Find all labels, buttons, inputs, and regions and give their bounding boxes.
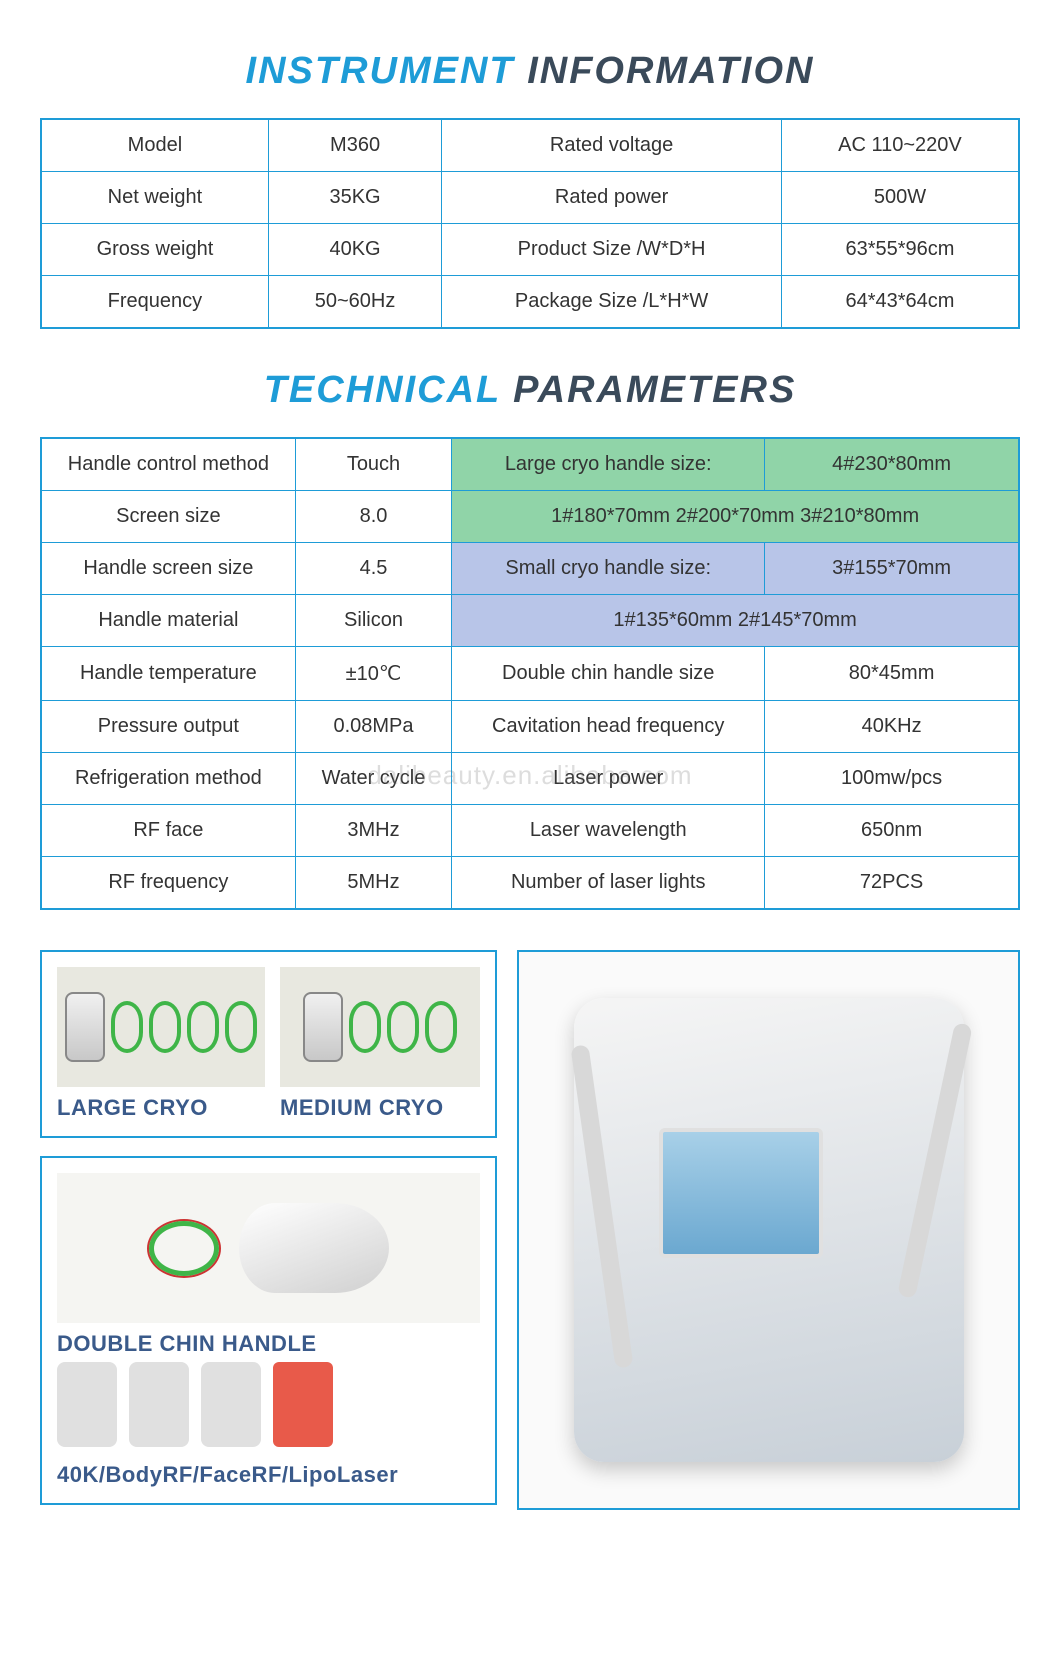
large-cryo-item: LARGE CRYO (57, 967, 265, 1121)
spec-label: Screen size (41, 491, 295, 543)
spec-value: 0.08MPa (295, 701, 451, 753)
table-row: Screen size 8.0 1#180*70mm 2#200*70mm 3#… (41, 491, 1019, 543)
spec-span-value: 1#180*70mm 2#200*70mm 3#210*80mm (452, 491, 1019, 543)
title-word2: PARAMETERS (513, 369, 796, 411)
cryo-accessories-box: LARGE CRYO MEDIUM CRYO (40, 950, 497, 1138)
medium-cryo-photo (280, 967, 480, 1087)
spec-value: 8.0 (295, 491, 451, 543)
spec-value: 3#155*70mm (765, 543, 1019, 595)
other-accessories-box: DOUBLE CHIN HANDLE 40K/BodyRF/FaceRF/Lip… (40, 1156, 497, 1505)
table-row: Pressure output 0.08MPa Cavitation head … (41, 701, 1019, 753)
device-body-icon (574, 998, 964, 1462)
title-word1: TECHNICAL (264, 369, 501, 411)
medium-cryo-item: MEDIUM CRYO (280, 967, 480, 1121)
spec-label: Number of laser lights (452, 857, 765, 910)
spec-label: Laser wavelength (452, 805, 765, 857)
spec-value: ±10℃ (295, 647, 451, 701)
table-row: Gross weight 40KG Product Size /W*D*H 63… (41, 224, 1019, 276)
device-photo-box (517, 950, 1020, 1510)
instrument-info-title: INSTRUMENT INFORMATION (40, 50, 1020, 93)
accessory-icon (201, 1362, 261, 1447)
mini-accessories-row (57, 1357, 480, 1452)
spec-label: RF frequency (41, 857, 295, 910)
title-word1: INSTRUMENT (246, 50, 515, 92)
spec-value: 63*55*96cm (781, 224, 1019, 276)
accessory-icon (273, 1362, 333, 1447)
spec-label: Package Size /L*H*W (442, 276, 782, 329)
spec-label: Net weight (41, 172, 268, 224)
spec-label: Pressure output (41, 701, 295, 753)
spec-span-value: 1#135*60mm 2#145*70mm (452, 595, 1019, 647)
table-row: Handle material Silicon 1#135*60mm 2#145… (41, 595, 1019, 647)
spec-value: 100mw/pcs (765, 753, 1019, 805)
spec-value: 5MHz (295, 857, 451, 910)
spec-value: 3MHz (295, 805, 451, 857)
technical-params-table: Handle control method Touch Large cryo h… (40, 437, 1020, 910)
spec-label: Small cryo handle size: (452, 543, 765, 595)
spec-value: Touch (295, 438, 451, 491)
spec-label: Cavitation head frequency (452, 701, 765, 753)
table-row: Handle temperature ±10℃ Double chin hand… (41, 647, 1019, 701)
table-row: RF face 3MHz Laser wavelength 650nm (41, 805, 1019, 857)
spec-label: Double chin handle size (452, 647, 765, 701)
spec-label: Gross weight (41, 224, 268, 276)
table-row: Handle control method Touch Large cryo h… (41, 438, 1019, 491)
table-row: RF frequency 5MHz Number of laser lights… (41, 857, 1019, 910)
bottom-accessories-label: 40K/BodyRF/FaceRF/LipoLaser (57, 1462, 480, 1488)
spec-value: 4#230*80mm (765, 438, 1019, 491)
spec-label: Rated voltage (442, 119, 782, 172)
spec-value: 64*43*64cm (781, 276, 1019, 329)
spec-value: 500W (781, 172, 1019, 224)
spec-value: 35KG (268, 172, 441, 224)
spec-label: Handle temperature (41, 647, 295, 701)
double-chin-label: DOUBLE CHIN HANDLE (57, 1331, 480, 1357)
spec-value: 72PCS (765, 857, 1019, 910)
spec-value: 40KHz (765, 701, 1019, 753)
large-cryo-label: LARGE CRYO (57, 1095, 265, 1121)
spec-value: Water cycle (295, 753, 451, 805)
spec-value: 40KG (268, 224, 441, 276)
spec-label: Product Size /W*D*H (442, 224, 782, 276)
medium-cryo-label: MEDIUM CRYO (280, 1095, 480, 1121)
spec-value: 4.5 (295, 543, 451, 595)
spec-label: Handle control method (41, 438, 295, 491)
accessory-icon (129, 1362, 189, 1447)
spec-value: 650nm (765, 805, 1019, 857)
accessories-section: LARGE CRYO MEDIUM CRYO DOUB (40, 950, 1020, 1523)
accessory-icon (57, 1362, 117, 1447)
spec-label: Model (41, 119, 268, 172)
spec-label: Handle screen size (41, 543, 295, 595)
table-row: Model M360 Rated voltage AC 110~220V (41, 119, 1019, 172)
instrument-info-table: Model M360 Rated voltage AC 110~220V Net… (40, 118, 1020, 329)
spec-label: Handle material (41, 595, 295, 647)
spec-label: Laser power (452, 753, 765, 805)
spec-label: Refrigeration method (41, 753, 295, 805)
spec-value: AC 110~220V (781, 119, 1019, 172)
spec-value: 50~60Hz (268, 276, 441, 329)
title-word2: INFORMATION (527, 50, 814, 92)
table-row: Handle screen size 4.5 Small cryo handle… (41, 543, 1019, 595)
technical-params-title: TECHNICAL PARAMETERS (40, 369, 1020, 412)
spec-value: Silicon (295, 595, 451, 647)
table-row: Refrigeration method Water cycle Laser p… (41, 753, 1019, 805)
double-chin-photo (57, 1173, 480, 1323)
spec-label: Rated power (442, 172, 782, 224)
spec-value: M360 (268, 119, 441, 172)
large-cryo-photo (57, 967, 265, 1087)
spec-label: Large cryo handle size: (452, 438, 765, 491)
spec-label: RF face (41, 805, 295, 857)
spec-label: Frequency (41, 276, 268, 329)
table-row: Net weight 35KG Rated power 500W (41, 172, 1019, 224)
table-row: Frequency 50~60Hz Package Size /L*H*W 64… (41, 276, 1019, 329)
spec-value: 80*45mm (765, 647, 1019, 701)
